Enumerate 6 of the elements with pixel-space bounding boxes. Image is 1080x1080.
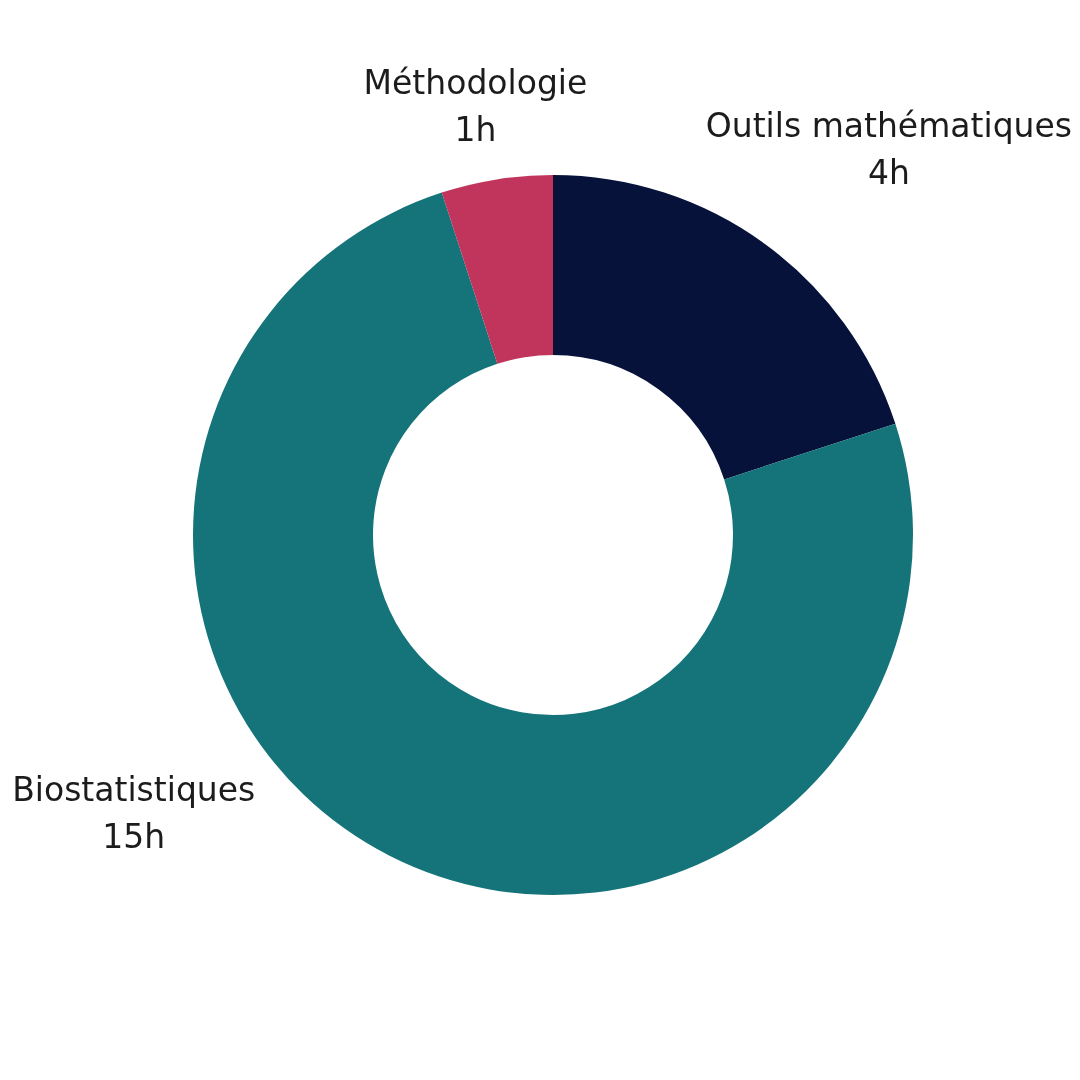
slice-label: Outils mathématiques — [705, 106, 1073, 146]
data-label: 15h — [102, 816, 166, 856]
slice-label: Biostatistiques — [12, 769, 256, 809]
data-label: 4h — [867, 153, 910, 193]
data-label: 1h — [454, 110, 497, 150]
slice-label: Méthodologie — [363, 63, 588, 103]
